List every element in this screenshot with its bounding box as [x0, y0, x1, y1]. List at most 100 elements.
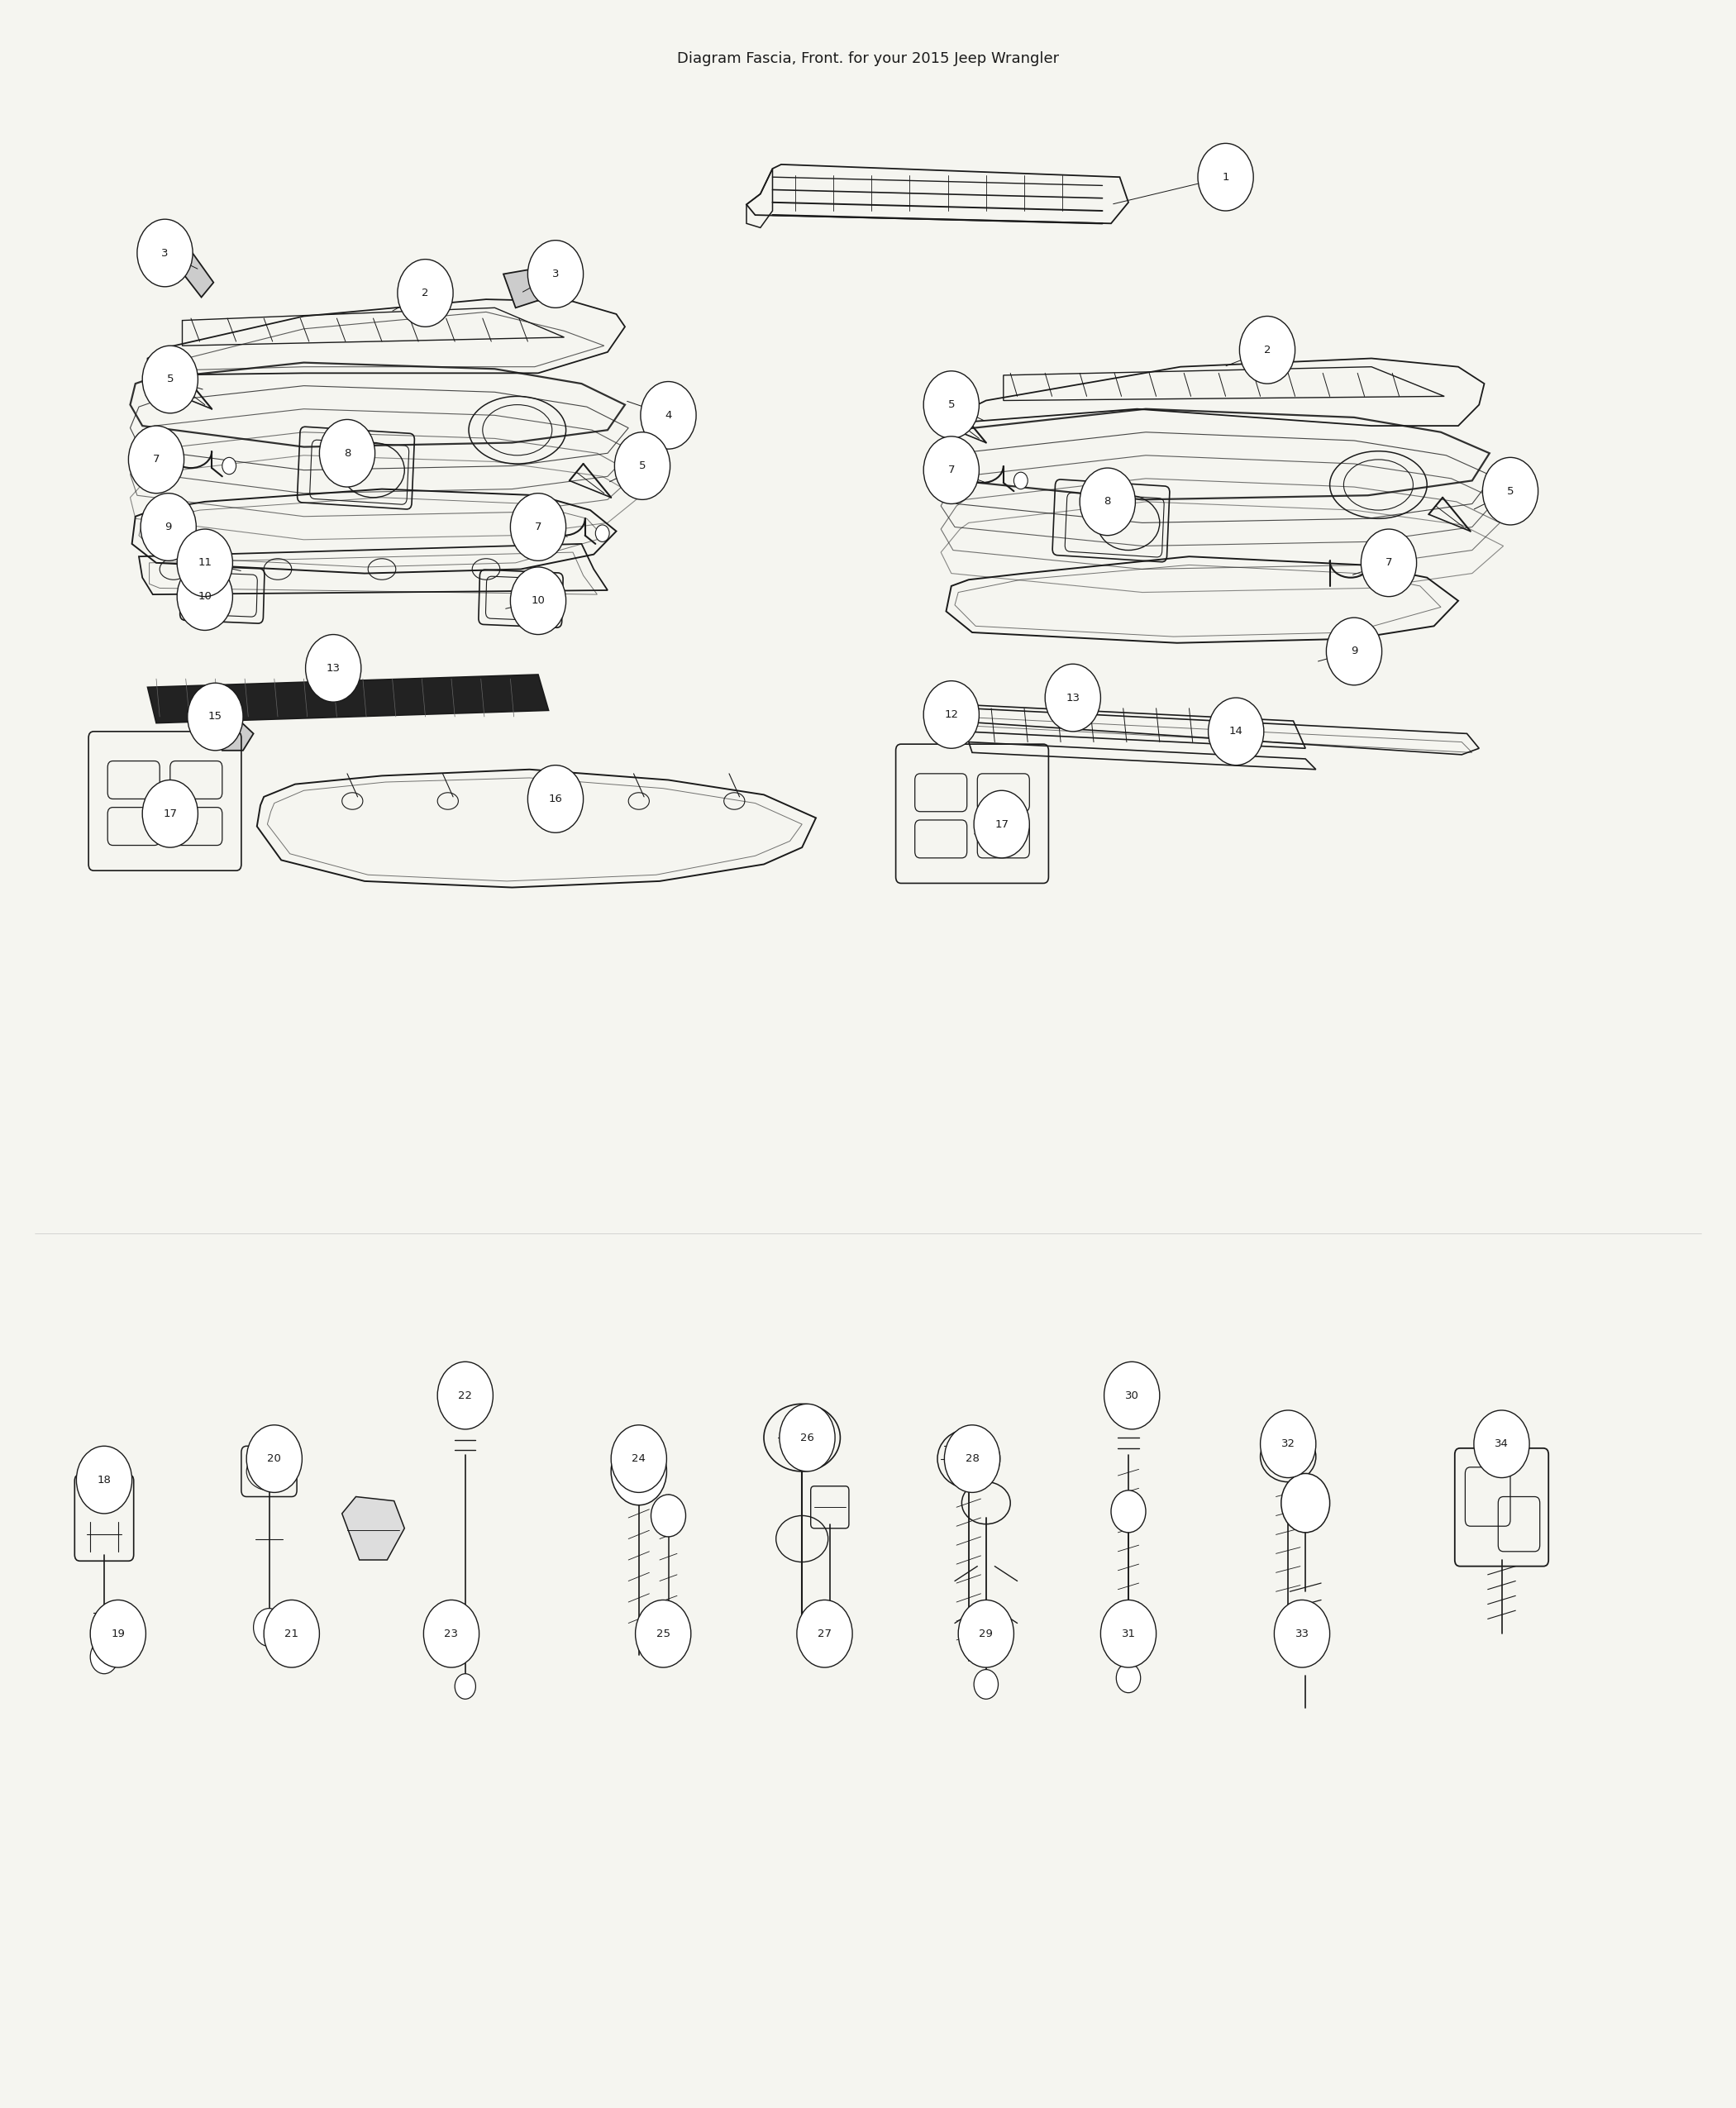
Circle shape [187, 683, 243, 750]
Polygon shape [174, 251, 214, 297]
Circle shape [177, 529, 233, 597]
Circle shape [1104, 1362, 1160, 1429]
Circle shape [177, 563, 233, 630]
Circle shape [90, 1600, 146, 1667]
Circle shape [1080, 468, 1135, 535]
Text: Diagram Fascia, Front. for your 2015 Jeep Wrangler: Diagram Fascia, Front. for your 2015 Jee… [677, 51, 1059, 67]
Circle shape [222, 457, 236, 474]
Text: 10: 10 [198, 590, 212, 603]
Text: 19: 19 [111, 1627, 125, 1640]
Text: 16: 16 [549, 793, 562, 805]
Circle shape [611, 1425, 667, 1492]
Circle shape [615, 432, 670, 500]
Circle shape [1474, 1410, 1529, 1478]
Text: 8: 8 [344, 447, 351, 460]
Circle shape [797, 1600, 852, 1667]
Text: 27: 27 [818, 1627, 832, 1640]
Circle shape [90, 1640, 118, 1674]
Text: 3: 3 [552, 268, 559, 280]
Text: 17: 17 [995, 818, 1009, 831]
Circle shape [455, 1674, 476, 1699]
Circle shape [253, 1608, 285, 1646]
Text: 13: 13 [1066, 691, 1080, 704]
Text: 31: 31 [1121, 1627, 1135, 1640]
Circle shape [635, 1600, 691, 1667]
Text: 8: 8 [1104, 495, 1111, 508]
Circle shape [1483, 457, 1538, 525]
Circle shape [641, 382, 696, 449]
Text: 13: 13 [326, 662, 340, 675]
Circle shape [137, 219, 193, 287]
Circle shape [924, 436, 979, 504]
Circle shape [974, 790, 1029, 858]
Circle shape [611, 1438, 667, 1505]
Circle shape [1014, 472, 1028, 489]
Text: 11: 11 [198, 557, 212, 569]
Circle shape [510, 493, 566, 561]
Circle shape [306, 635, 361, 702]
Text: 21: 21 [285, 1627, 299, 1640]
Circle shape [1274, 1600, 1330, 1667]
Text: 29: 29 [979, 1627, 993, 1640]
Text: 12: 12 [944, 708, 958, 721]
Circle shape [424, 1600, 479, 1667]
Text: 25: 25 [656, 1627, 670, 1640]
Circle shape [974, 1670, 998, 1699]
Text: 23: 23 [444, 1627, 458, 1640]
Circle shape [247, 1425, 302, 1492]
Circle shape [651, 1495, 686, 1537]
Text: 9: 9 [165, 521, 172, 533]
Circle shape [510, 567, 566, 635]
Text: 18: 18 [97, 1473, 111, 1486]
Text: 5: 5 [639, 460, 646, 472]
Text: 17: 17 [163, 807, 177, 820]
Text: 5: 5 [167, 373, 174, 386]
Text: 22: 22 [458, 1389, 472, 1402]
Text: 34: 34 [1495, 1438, 1509, 1450]
Circle shape [944, 1425, 1000, 1492]
Polygon shape [148, 675, 549, 723]
Text: 9: 9 [1351, 645, 1358, 658]
Text: 30: 30 [1125, 1389, 1139, 1402]
Text: 1: 1 [1222, 171, 1229, 183]
Text: 14: 14 [1229, 725, 1243, 738]
Polygon shape [503, 270, 542, 308]
Text: 3: 3 [161, 247, 168, 259]
Text: 32: 32 [1281, 1438, 1295, 1450]
Circle shape [1045, 664, 1101, 731]
Circle shape [528, 765, 583, 833]
Circle shape [958, 1600, 1014, 1667]
Circle shape [1361, 529, 1417, 597]
Circle shape [1208, 698, 1264, 765]
Text: 7: 7 [535, 521, 542, 533]
Polygon shape [208, 713, 253, 750]
Circle shape [437, 1362, 493, 1429]
Text: 2: 2 [1264, 344, 1271, 356]
Circle shape [1240, 316, 1295, 384]
Text: 33: 33 [1295, 1627, 1309, 1640]
Circle shape [924, 681, 979, 748]
Text: 4: 4 [665, 409, 672, 422]
Circle shape [142, 780, 198, 847]
Circle shape [398, 259, 453, 327]
Text: 7: 7 [1385, 557, 1392, 569]
Circle shape [319, 419, 375, 487]
Text: 26: 26 [800, 1431, 814, 1444]
Circle shape [1111, 1490, 1146, 1533]
Text: 10: 10 [531, 594, 545, 607]
Circle shape [1281, 1473, 1330, 1533]
Circle shape [528, 240, 583, 308]
Circle shape [128, 426, 184, 493]
Circle shape [779, 1404, 835, 1471]
Circle shape [76, 1446, 132, 1514]
Text: 2: 2 [422, 287, 429, 299]
Polygon shape [342, 1497, 404, 1560]
Text: 5: 5 [948, 398, 955, 411]
Text: 24: 24 [632, 1452, 646, 1465]
Circle shape [1260, 1410, 1316, 1478]
Text: 7: 7 [948, 464, 955, 476]
Circle shape [142, 346, 198, 413]
Circle shape [1101, 1600, 1156, 1667]
Circle shape [1198, 143, 1253, 211]
Circle shape [1326, 618, 1382, 685]
